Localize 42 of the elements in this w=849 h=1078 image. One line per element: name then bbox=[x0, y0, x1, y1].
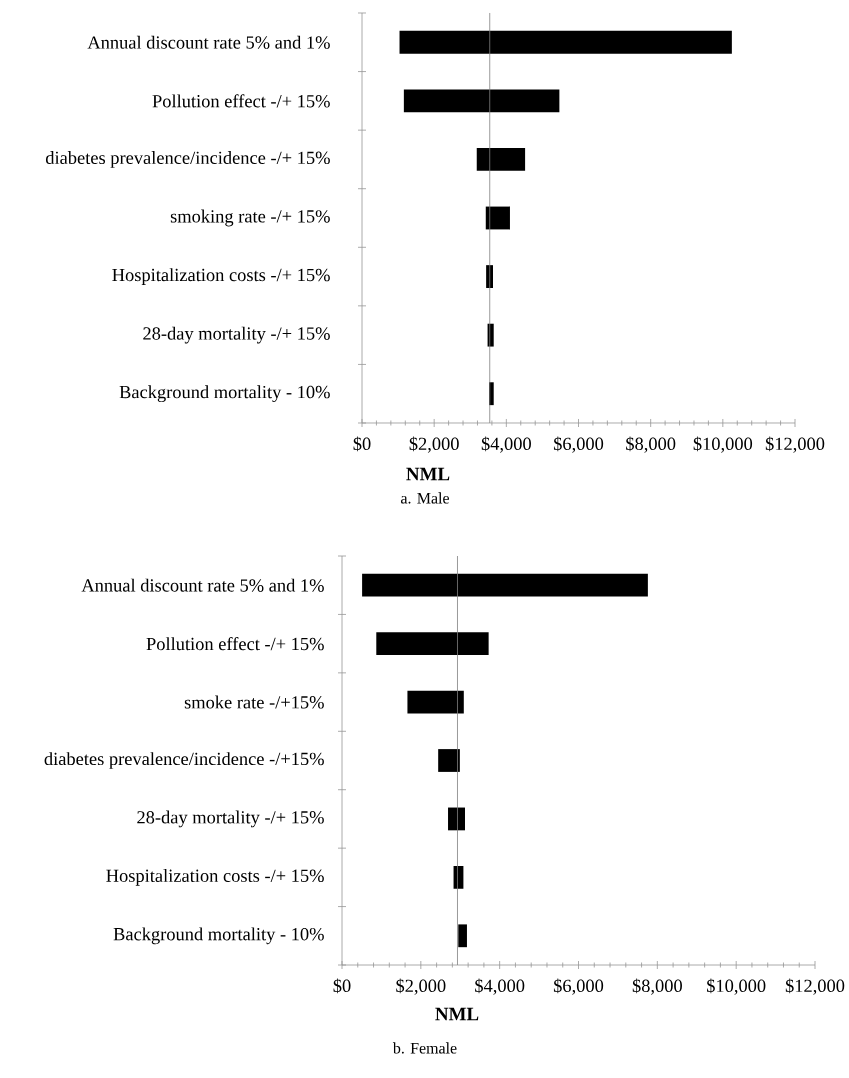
y-tick-label: 28-day mortality -/+ 15% bbox=[137, 810, 324, 828]
bar bbox=[458, 924, 467, 948]
bar bbox=[399, 30, 732, 54]
x-tick-label: $12,000 bbox=[785, 978, 845, 995]
bar bbox=[403, 89, 560, 113]
y-tick-label: Pollution effect -/+ 15% bbox=[146, 637, 324, 651]
x-tick-label: $6,000 bbox=[553, 436, 604, 453]
x-tick-label: $4,000 bbox=[475, 978, 525, 995]
x-tick-label: $0 bbox=[333, 978, 351, 994]
x-axis-title: NML bbox=[406, 467, 450, 481]
y-tick-label: smoke rate -/+15% bbox=[184, 695, 324, 709]
y-tick-label: diabetes prevalence/incidence -/+15% bbox=[44, 752, 324, 769]
y-tick-label: Background mortality - 10% bbox=[113, 927, 324, 945]
text: b. Female bbox=[392, 1042, 457, 1054]
x-tick-label: $10,000 bbox=[707, 978, 766, 995]
x-tick-label: $10,000 bbox=[693, 436, 753, 453]
y-tick-label: Hospitalization costs -/+ 15% bbox=[106, 869, 324, 886]
bar bbox=[476, 148, 526, 171]
x-tick-label: $8,000 bbox=[626, 436, 676, 453]
y-tick-label: Background mortality - 10% bbox=[119, 385, 330, 403]
bar bbox=[438, 749, 460, 772]
bar bbox=[407, 690, 464, 714]
y-tick-label: diabetes prevalence/incidence -/+ 15% bbox=[45, 151, 330, 168]
text: a. Male bbox=[401, 492, 450, 504]
y-tick-label: Annual discount rate 5% and 1% bbox=[81, 578, 324, 592]
y-tick-label: Pollution effect -/+ 15% bbox=[152, 94, 330, 108]
x-tick-label: $0 bbox=[353, 436, 371, 452]
x-axis-title: NML bbox=[435, 1007, 479, 1021]
y-tick-label: Hospitalization costs -/+ 15% bbox=[112, 268, 330, 285]
bar bbox=[376, 632, 489, 656]
x-tick-label: $12,000 bbox=[765, 436, 825, 453]
y-tick-label: smoking rate -/+ 15% bbox=[170, 209, 330, 227]
y-tick-label: 28-day mortality -/+ 15% bbox=[143, 326, 330, 344]
bar bbox=[362, 573, 648, 597]
x-tick-label: $4,000 bbox=[481, 436, 531, 453]
bar bbox=[448, 807, 465, 831]
x-tick-label: $2,000 bbox=[396, 978, 446, 995]
bar bbox=[485, 206, 510, 230]
x-tick-label: $6,000 bbox=[553, 978, 604, 995]
x-tick-label: $8,000 bbox=[632, 978, 682, 995]
x-tick-label: $2,000 bbox=[409, 436, 459, 453]
y-tick-label: Annual discount rate 5% and 1% bbox=[87, 35, 330, 49]
